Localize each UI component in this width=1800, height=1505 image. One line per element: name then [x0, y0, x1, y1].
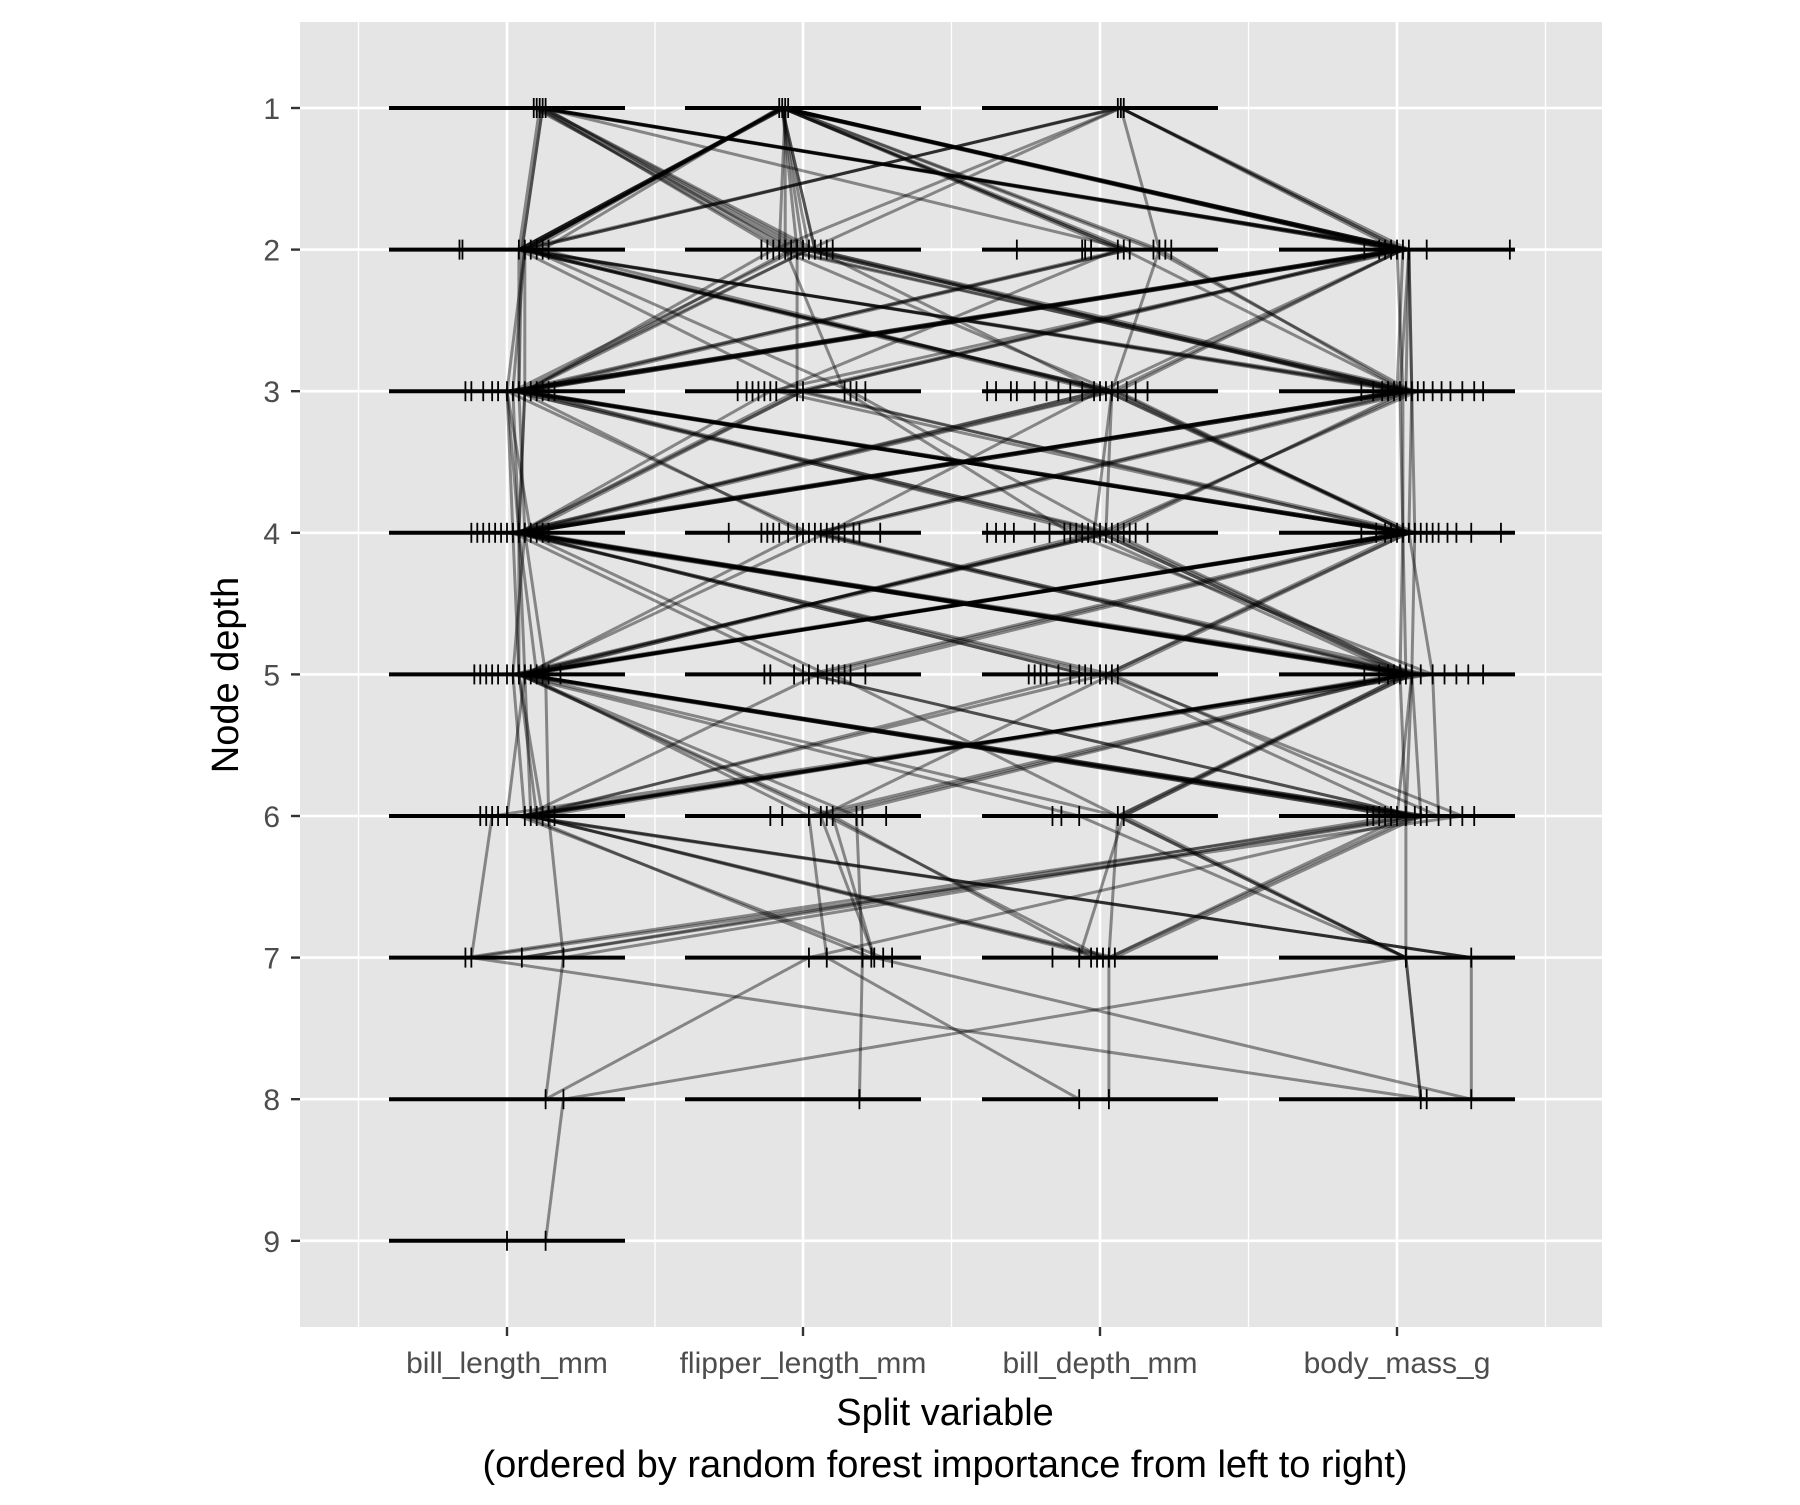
- y-tick-label-4: 4: [263, 518, 280, 551]
- x-tick-label-body_mass_g: body_mass_g: [1304, 1347, 1491, 1380]
- tree-path-14: [517, 106, 1407, 818]
- tree-path-27: [511, 106, 1114, 817]
- tree-path-2: [505, 106, 1414, 818]
- tree-path-61: [517, 106, 1402, 818]
- tree-path-56: [505, 106, 1423, 1100]
- y-tick-label-3: 3: [263, 376, 280, 409]
- tree-path-25: [517, 106, 1417, 817]
- tree-path-16: [523, 106, 1411, 818]
- tree-path-1: [535, 106, 1441, 817]
- tree-path-62: [523, 106, 1416, 818]
- tree-path-35: [511, 106, 1417, 1100]
- tree-path-8: [517, 106, 1405, 818]
- tree-path-31: [780, 107, 1440, 818]
- tree-path-42: [517, 107, 1407, 818]
- x-axis-title: Split variable: [836, 1392, 1054, 1434]
- split-points-layer: [458, 98, 1511, 1251]
- tree-path-12: [523, 107, 1414, 818]
- x-tick-label-bill_length_mm: bill_length_mm: [406, 1347, 608, 1380]
- y-tick-label-8: 8: [263, 1084, 280, 1117]
- x-axis-subtitle: (ordered by random forest importance fro…: [482, 1444, 1407, 1486]
- tree-path-10: [523, 106, 1414, 817]
- x-tick-label-flipper_length_mm: flipper_length_mm: [680, 1347, 927, 1380]
- y-tick-label-9: 9: [263, 1226, 280, 1259]
- tree-path-29: [517, 106, 1411, 818]
- y-tick-label-5: 5: [263, 659, 280, 692]
- tree-path-32: [511, 106, 1408, 818]
- tree-path-40: [511, 106, 1111, 1100]
- tree-path-58: [511, 106, 1472, 1101]
- y-tick-label-7: 7: [263, 943, 280, 976]
- tree-path-15: [517, 106, 1417, 817]
- tree-path-51: [523, 106, 1429, 1101]
- tree-path-17: [511, 106, 1416, 818]
- x-tick-label-bill_depth_mm: bill_depth_mm: [1002, 1347, 1197, 1380]
- tree-path-38: [517, 106, 1414, 1100]
- tree-path-41: [469, 106, 1464, 1101]
- tree-path-6: [542, 106, 1423, 1100]
- tree-path-33: [517, 107, 1473, 1100]
- y-tick-label-6: 6: [263, 801, 280, 834]
- tree-path-19: [505, 106, 805, 817]
- axis-layer: 1 2 3 4 5 6 7 8 9 bill_length_mm flipper_length_mm…: [263, 93, 1490, 1380]
- tree-path-26: [505, 108, 1423, 817]
- y-tick-label-2: 2: [263, 235, 280, 268]
- tree-path-43: [517, 106, 1417, 1101]
- y-tick-label-1: 1: [263, 93, 280, 126]
- tree-path-7: [511, 106, 1413, 818]
- tree-path-36: [523, 106, 1411, 818]
- y-axis-title: Node depth: [205, 577, 247, 774]
